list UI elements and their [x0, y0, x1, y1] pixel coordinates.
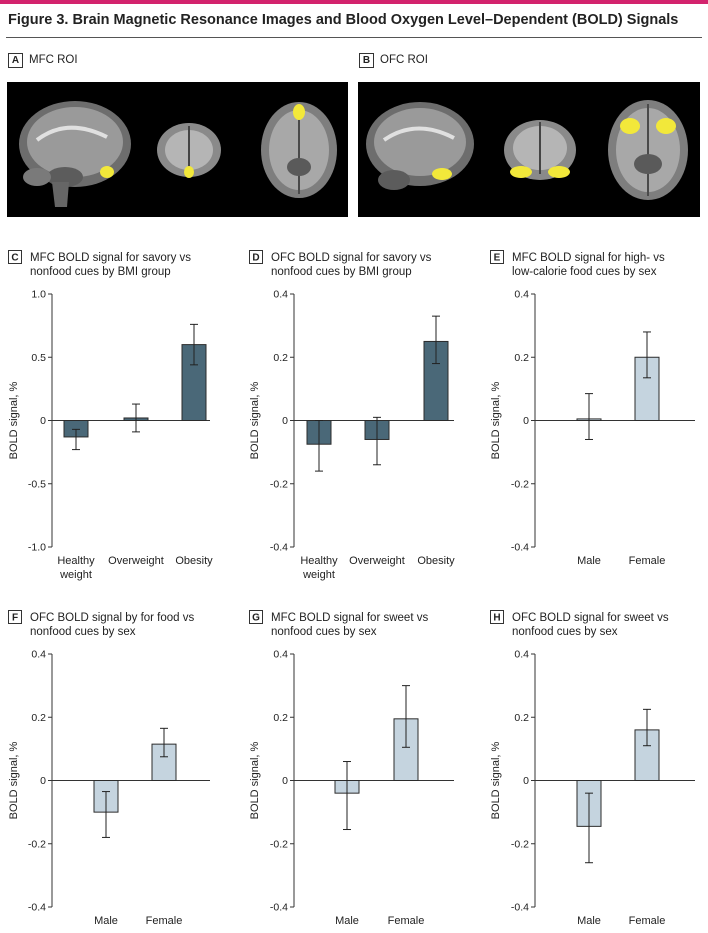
- figure-title: Figure 3. Brain Magnetic Resonance Image…: [8, 12, 679, 28]
- y-tick-label: -0.4: [28, 902, 46, 914]
- y-tick-label: 1.0: [31, 289, 46, 301]
- y-tick-label: 0: [523, 415, 529, 427]
- x-tick-label: weight: [302, 569, 335, 581]
- x-tick-label: Male: [577, 915, 601, 927]
- y-tick-label: -0.2: [270, 838, 288, 850]
- y-tick-label: 0.2: [514, 352, 529, 364]
- y-axis-label: BOLD signal, %: [8, 741, 20, 819]
- panel-letter: E: [494, 253, 501, 264]
- x-tick-label: Male: [94, 915, 118, 927]
- chart-title-line: low-calorie food cues by sex: [512, 266, 657, 278]
- chart-title-line: nonfood cues by BMI group: [30, 266, 171, 278]
- y-axis-label: BOLD signal, %: [8, 381, 20, 459]
- y-tick-label: 0.4: [514, 289, 529, 301]
- y-tick-label: -0.5: [28, 478, 46, 490]
- x-tick-label: Overweight: [108, 555, 164, 567]
- x-tick-label: Female: [629, 555, 666, 567]
- y-tick-label: 0.4: [31, 649, 46, 661]
- panel-letter-box: [8, 610, 22, 624]
- y-tick-label: -0.4: [270, 542, 288, 554]
- panel-title: OFC ROI: [380, 54, 428, 66]
- y-tick-label: 0: [40, 775, 46, 787]
- y-tick-label: -0.2: [511, 478, 529, 490]
- y-tick-label: 0.5: [31, 352, 46, 364]
- x-tick-label: Healthy: [57, 555, 95, 567]
- panel-letter: B: [359, 53, 374, 68]
- panel-letter-box: [249, 610, 263, 624]
- y-tick-label: -0.4: [270, 902, 288, 914]
- x-tick-label: weight: [59, 569, 92, 581]
- chart-panel-e: E MFC BOLD signal for high- vs low-calorie…: [490, 250, 695, 567]
- y-tick-label: -0.2: [270, 478, 288, 490]
- chart-panel-g: G MFC BOLD signal for sweet vs nonfood cue…: [249, 610, 454, 927]
- y-tick-label: 0: [40, 415, 46, 427]
- chart-panel-c: C MFC BOLD signal for savory vs nonfood cu…: [8, 250, 213, 581]
- x-tick-label: Female: [629, 915, 666, 927]
- chart-panel-h: H OFC BOLD signal for sweet vs nonfood cue…: [490, 610, 695, 927]
- y-tick-label: 0: [282, 775, 288, 787]
- panel-letter: C: [11, 253, 18, 264]
- panel-letter: F: [12, 613, 18, 624]
- y-tick-label: -0.4: [511, 542, 529, 554]
- y-tick-label: -1.0: [28, 542, 46, 554]
- ofc-roi-brain-images: [358, 82, 700, 217]
- y-tick-label: 0.2: [273, 712, 288, 724]
- x-tick-label: Overweight: [349, 555, 405, 567]
- y-tick-label: 0.2: [514, 712, 529, 724]
- y-axis-label: BOLD signal, %: [249, 741, 261, 819]
- x-tick-label: Female: [388, 915, 425, 927]
- panel-letter-box: [249, 250, 263, 264]
- ofc-roi-mri-illustration: [366, 100, 688, 200]
- y-tick-label: 0: [282, 415, 288, 427]
- panel-letter: A: [8, 53, 23, 68]
- panel-letter-box: [490, 610, 504, 624]
- chart-panel-f: F OFC BOLD signal by for food vs nonfood c…: [8, 610, 210, 927]
- chart-title-line: MFC BOLD signal for high- vs: [512, 252, 665, 264]
- y-tick-label: 0.4: [273, 649, 288, 661]
- x-tick-label: Healthy: [300, 555, 338, 567]
- panel-letter-box: [8, 250, 22, 264]
- y-axis-label: BOLD signal, %: [490, 381, 502, 459]
- x-tick-label: Male: [577, 555, 601, 567]
- chart-panel-d: D OFC BOLD signal for savory vs nonfood cu…: [249, 250, 455, 581]
- chart-title-line: OFC BOLD signal for savory vs: [271, 252, 432, 264]
- panel-b-header: B OFC ROI: [359, 53, 428, 68]
- mfc-roi-mri-illustration: [19, 101, 337, 207]
- chart-title-line: nonfood cues by sex: [512, 626, 618, 638]
- x-tick-label: Female: [146, 915, 183, 927]
- panel-letter: H: [493, 613, 500, 624]
- chart-title-line: nonfood cues by sex: [271, 626, 377, 638]
- bar: [634, 729, 660, 782]
- y-tick-label: 0.4: [273, 289, 288, 301]
- panel-letter: D: [252, 253, 259, 264]
- panel-letter: G: [252, 613, 260, 624]
- y-tick-label: 0: [523, 775, 529, 787]
- chart-title-line: MFC BOLD signal for sweet vs: [271, 612, 428, 624]
- x-tick-label: Obesity: [417, 555, 455, 567]
- x-tick-label: Obesity: [175, 555, 213, 567]
- x-tick-label: Male: [335, 915, 359, 927]
- y-axis-label: BOLD signal, %: [249, 381, 261, 459]
- y-tick-label: 0.4: [514, 649, 529, 661]
- chart-title-line: MFC BOLD signal for savory vs: [30, 252, 191, 264]
- panel-letter-box: [490, 250, 504, 264]
- accent-bar: [0, 0, 708, 4]
- chart-title-line: nonfood cues by sex: [30, 626, 136, 638]
- y-tick-label: -0.2: [511, 838, 529, 850]
- y-tick-label: 0.2: [273, 352, 288, 364]
- chart-title-line: OFC BOLD signal by for food vs: [30, 612, 195, 624]
- chart-title-line: nonfood cues by BMI group: [271, 266, 412, 278]
- mfc-roi-brain-images: [7, 82, 348, 217]
- panel-a-header: A MFC ROI: [8, 53, 78, 68]
- panel-title: MFC ROI: [29, 54, 78, 66]
- y-tick-label: -0.2: [28, 838, 46, 850]
- y-tick-label: -0.4: [511, 902, 529, 914]
- title-rule: [6, 37, 702, 38]
- chart-title-line: OFC BOLD signal for sweet vs: [512, 612, 669, 624]
- y-axis-label: BOLD signal, %: [490, 741, 502, 819]
- y-tick-label: 0.2: [31, 712, 46, 724]
